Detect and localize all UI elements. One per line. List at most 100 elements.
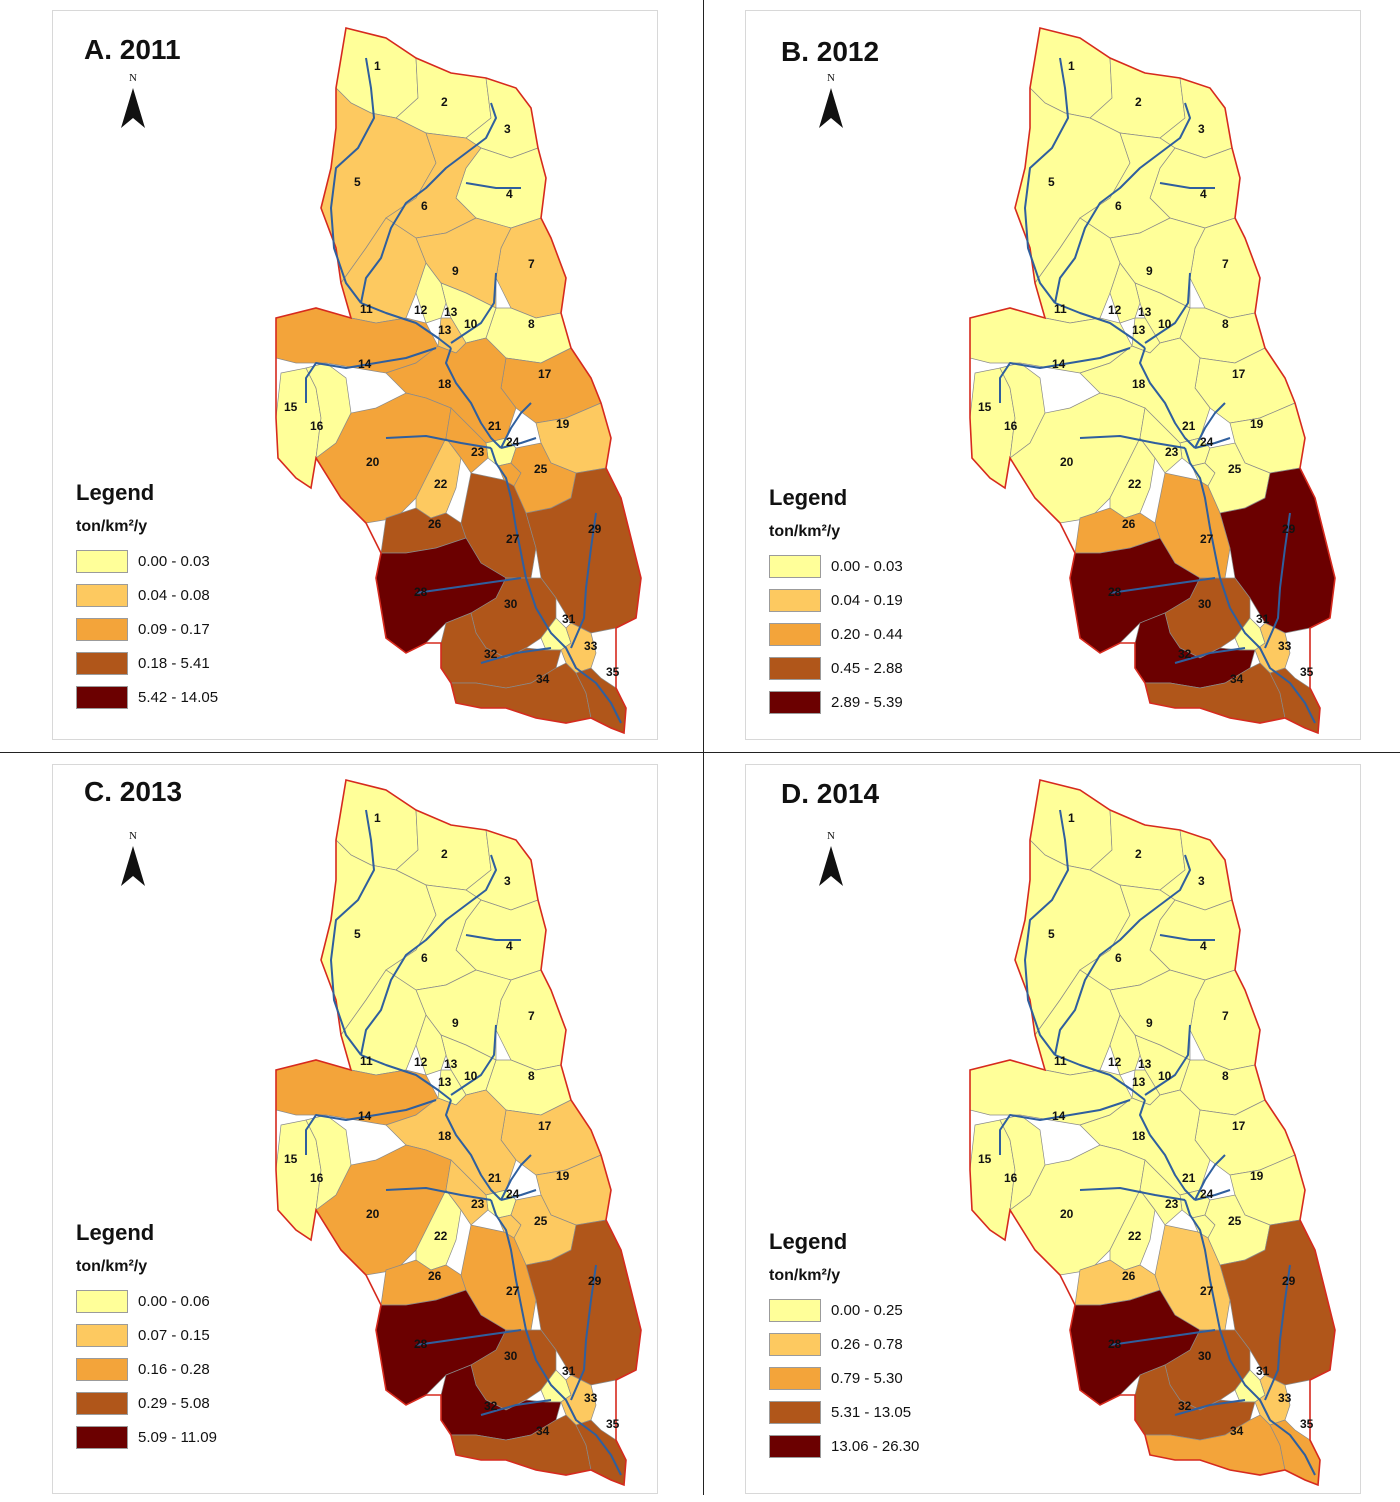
subbasin-label: 13 xyxy=(1138,1057,1152,1071)
subbasin-label: 8 xyxy=(528,1069,535,1083)
river-segment xyxy=(465,182,521,189)
river-segment xyxy=(360,302,452,349)
subbasin-label: 32 xyxy=(484,647,498,661)
legend-entry: 0.00 - 0.25 xyxy=(769,1293,969,1327)
subbasin-label: 11 xyxy=(360,302,373,316)
river-segment xyxy=(1264,512,1291,649)
river-segment xyxy=(1174,647,1246,664)
subbasin-label: 29 xyxy=(588,522,602,536)
subbasin-label: 11 xyxy=(1054,302,1067,316)
river-segment xyxy=(1054,854,1191,1056)
legend-entry: 2.89 - 5.39 xyxy=(769,685,969,719)
panel-title: B. 2012 xyxy=(781,36,880,67)
legend-entry: 5.31 - 13.05 xyxy=(769,1395,969,1429)
subbasin-label: 4 xyxy=(506,939,513,953)
subbasin-label: 31 xyxy=(562,612,576,626)
panel-frame xyxy=(745,10,1361,740)
subbasin-label: 35 xyxy=(1300,665,1314,679)
subbasin-label: 21 xyxy=(1182,1171,1196,1185)
river-segment xyxy=(500,1189,537,1201)
subbasin-label: 13 xyxy=(1138,305,1152,319)
subbasin-label: 10 xyxy=(464,1069,478,1083)
subbasin-label: 28 xyxy=(414,585,428,599)
legend-label: 2.89 - 5.39 xyxy=(831,693,903,711)
legend-swatch xyxy=(76,617,128,641)
river-segment xyxy=(1144,272,1191,344)
river-segment xyxy=(415,577,522,594)
legend-swatch xyxy=(76,1391,128,1415)
subbasin-label: 30 xyxy=(1198,597,1212,611)
river-segment xyxy=(1184,1199,1316,1476)
legend-entry: 0.18 - 5.41 xyxy=(76,646,276,680)
subbasin-label: 23 xyxy=(471,445,485,459)
subbasin-label: 25 xyxy=(1228,1214,1242,1228)
legend-swatch xyxy=(769,588,821,612)
river-segment xyxy=(1054,302,1146,349)
subbasin-label: 16 xyxy=(1004,1171,1018,1185)
map-legend: Legend ton/km²/y 0.00 - 0.25 0.26 - 0.78 0.7… xyxy=(769,1229,969,1463)
subbasin-label: 35 xyxy=(606,665,620,679)
subbasin-label: 10 xyxy=(1158,1069,1172,1083)
river-segment xyxy=(1054,1054,1146,1101)
legend-label: 13.06 - 26.30 xyxy=(831,1437,920,1455)
subbasin-label: 19 xyxy=(556,1169,570,1183)
panel-frame xyxy=(745,764,1361,1494)
subbasin-label: 24 xyxy=(1200,435,1214,449)
subbasin-label: 17 xyxy=(538,1119,552,1133)
subbasin-label: 18 xyxy=(438,1129,452,1143)
river-segment xyxy=(500,437,537,449)
legend-entry: 13.06 - 26.30 xyxy=(769,1429,969,1463)
basin-outline xyxy=(969,779,1336,1487)
north-label: N xyxy=(827,830,835,842)
subbasin-label: 19 xyxy=(556,417,570,431)
legend-label: 5.31 - 13.05 xyxy=(831,1403,912,1421)
subbasin-label: 20 xyxy=(366,455,380,469)
subbasin-label: 8 xyxy=(1222,1069,1229,1083)
river-segment xyxy=(570,512,597,649)
subbasin-label: 28 xyxy=(1108,1337,1122,1351)
subbasin-label: 16 xyxy=(1004,419,1018,433)
river-segment xyxy=(490,1199,622,1476)
river-segment xyxy=(415,1329,522,1346)
river-segment xyxy=(1194,1154,1226,1201)
subbasin-label: 2 xyxy=(441,95,448,109)
legend-label: 0.26 - 0.78 xyxy=(831,1335,903,1353)
river-segment xyxy=(1264,1264,1291,1401)
subbasin-label: 18 xyxy=(1132,1129,1146,1143)
subbasin-label: 5 xyxy=(1048,175,1055,189)
river-segment xyxy=(1109,1329,1216,1346)
legend-label: 0.07 - 0.15 xyxy=(138,1326,210,1344)
map-panel-d: D. 2014 N 1 2 3 4 5 6 7 8 9 10 11 12 13 13 14 15 16 17 18 19 2… xyxy=(703,754,1400,1502)
subbasin-label: 3 xyxy=(504,874,511,888)
north-arrow-shape xyxy=(121,88,145,128)
subbasin-label: 5 xyxy=(354,175,361,189)
legend-swatch xyxy=(769,1332,821,1356)
subbasin-label: 1 xyxy=(374,59,381,73)
subbasin-label: 31 xyxy=(562,1364,576,1378)
river-segment xyxy=(999,1099,1131,1155)
legend-label: 0.04 - 0.08 xyxy=(138,586,210,604)
subbasin-label: 13 xyxy=(444,1057,458,1071)
subbasin-label: 6 xyxy=(421,951,428,965)
north-arrow-icon: N xyxy=(816,830,846,900)
legend-swatch xyxy=(769,1298,821,1322)
legend-swatch xyxy=(76,583,128,607)
river-segment xyxy=(465,934,521,941)
river-segment xyxy=(385,1187,492,1201)
subbasin-label: 9 xyxy=(452,1016,459,1030)
subbasin-label: 18 xyxy=(438,377,452,391)
subbasin-label: 27 xyxy=(1200,532,1214,546)
subbasin-label: 8 xyxy=(1222,317,1229,331)
subbasin-label: 1 xyxy=(1068,59,1075,73)
subbasin-label: 28 xyxy=(1108,585,1122,599)
subbasin-label: 14 xyxy=(358,357,372,371)
subbasin-label: 6 xyxy=(1115,951,1122,965)
north-arrow-icon: N xyxy=(816,72,846,142)
subbasin-label: 19 xyxy=(1250,417,1264,431)
subbasin-label: 1 xyxy=(1068,811,1075,825)
subbasin-label: 17 xyxy=(538,367,552,381)
river-segment xyxy=(360,1054,452,1101)
subbasin-label: 27 xyxy=(506,1284,520,1298)
subbasin-label: 17 xyxy=(1232,1119,1246,1133)
subbasin-label: 29 xyxy=(1282,522,1296,536)
